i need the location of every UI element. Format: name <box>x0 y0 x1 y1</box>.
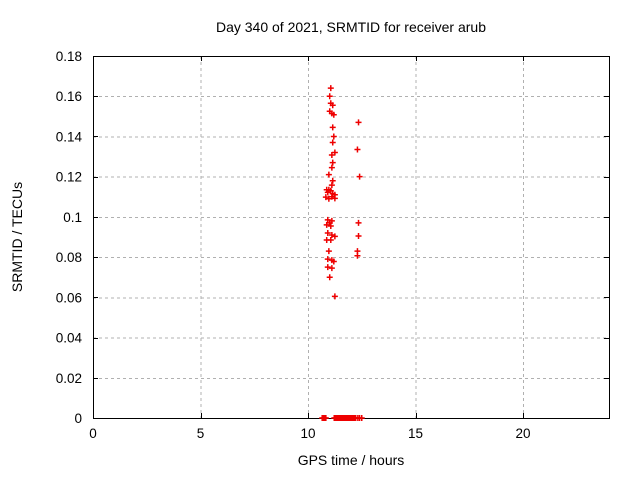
y-tick-label: 0.02 <box>56 371 82 386</box>
data-point-marker <box>329 159 336 166</box>
data-point-marker <box>328 193 335 200</box>
data-point-marker <box>325 171 332 178</box>
data-point-marker <box>326 219 333 226</box>
y-tick-label: 0.16 <box>56 89 82 104</box>
y-tick-label: 0.12 <box>56 170 82 185</box>
data-point-marker <box>323 221 330 228</box>
y-tick-label: 0.18 <box>56 49 82 64</box>
data-point-marker <box>331 233 338 240</box>
data-point-marker <box>324 256 331 263</box>
data-point-marker <box>354 252 361 259</box>
data-point-marker <box>354 146 361 153</box>
x-axis-label: GPS time / hours <box>297 452 405 468</box>
data-point-marker <box>324 264 331 271</box>
data-point-marker <box>327 187 334 194</box>
data-point-marker <box>329 124 336 131</box>
data-point-marker <box>328 151 335 158</box>
data-point-marker <box>331 195 338 202</box>
data-point-marker <box>331 293 338 300</box>
data-point-marker <box>355 232 362 239</box>
data-point-marker <box>322 194 329 201</box>
y-tick-label: 0.1 <box>63 210 82 225</box>
data-point-marker <box>331 149 338 156</box>
data-point-marker <box>330 133 337 140</box>
data-point-marker <box>328 182 335 189</box>
x-tick-label: 10 <box>300 426 315 441</box>
data-point-marker <box>322 415 329 421</box>
data-point-marker <box>324 216 331 223</box>
data-point-marker <box>327 85 334 92</box>
data-point-marker <box>328 164 335 171</box>
y-tick-label: 0.14 <box>56 129 83 144</box>
x-tick-label: 0 <box>89 426 97 441</box>
y-tick-label: 0 <box>74 411 82 426</box>
x-tick-label: 20 <box>515 426 530 441</box>
data-point-marker <box>328 265 335 272</box>
x-tick-label: 15 <box>408 426 423 441</box>
data-point-marker <box>330 111 337 118</box>
data-point-marker <box>325 195 332 202</box>
y-tick-label: 0.04 <box>56 331 83 346</box>
data-point-marker <box>324 229 331 236</box>
data-point-marker <box>358 415 365 421</box>
data-point-marker <box>327 237 334 244</box>
data-point-marker <box>330 258 337 265</box>
y-tick-label: 0.08 <box>56 250 82 265</box>
data-point-marker <box>327 222 334 229</box>
data-point-marker <box>329 177 336 184</box>
data-point-marker <box>324 189 331 196</box>
y-tick-label: 0.06 <box>56 290 82 305</box>
data-point-marker <box>326 93 333 100</box>
x-tick-label: 5 <box>197 426 205 441</box>
data-point-marker <box>329 139 336 146</box>
chart-title: Day 340 of 2021, SRMTID for receiver aru… <box>215 19 486 35</box>
data-point-marker <box>356 173 363 180</box>
data-point-marker <box>326 274 333 281</box>
data-point-marker <box>328 231 335 238</box>
data-point-marker <box>325 248 332 255</box>
data-point-marker <box>355 219 362 226</box>
data-point-marker <box>355 119 362 126</box>
plot-border <box>93 56 610 419</box>
data-point-marker <box>329 102 336 109</box>
